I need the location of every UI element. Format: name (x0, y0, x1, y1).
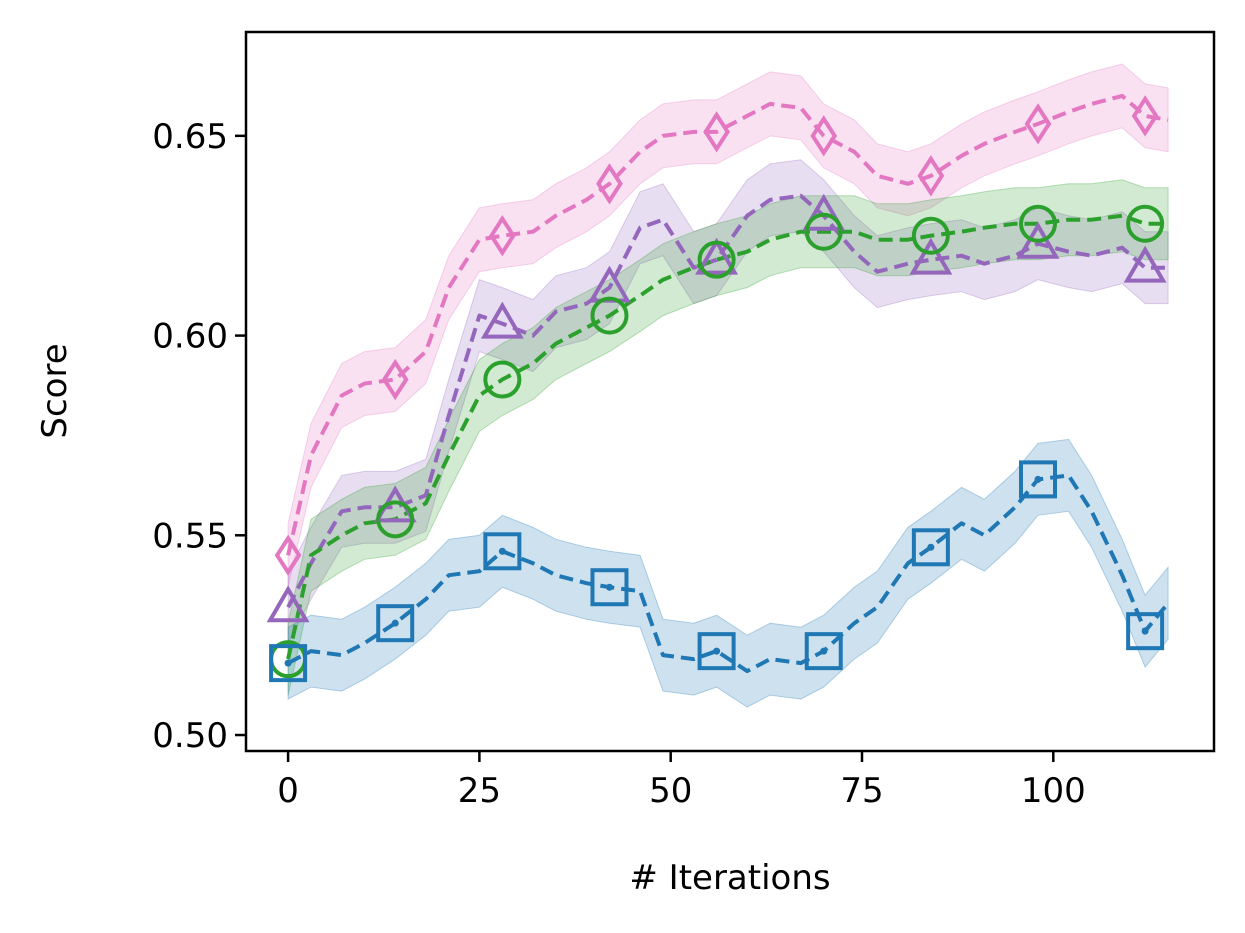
series-1-marker-0 (266, 585, 310, 623)
y-tick-label: 0.50 (152, 716, 228, 756)
series-markers (266, 95, 1167, 683)
series-1-line (286, 193, 1169, 609)
series-3-point-4 (713, 647, 721, 655)
series-0-marker-7 (1024, 103, 1052, 145)
series-3-marker-3 (590, 568, 629, 607)
series-2-marker-4 (697, 240, 736, 279)
y-axis-ticks: 0.50 0.55 0.60 0.65 (152, 117, 246, 756)
series-0-marker-8 (1131, 95, 1159, 137)
series-3-point-3 (605, 583, 613, 591)
series-2-marker-8 (1126, 204, 1165, 243)
series-0-band (287, 63, 1169, 588)
confidence-bands (287, 63, 1169, 708)
y-axis-label: Score (35, 343, 75, 438)
series-3-marker-0 (269, 644, 308, 683)
series-2-marker-7 (1019, 204, 1057, 243)
series-3-point-7 (1034, 475, 1042, 483)
series-2-marker-2 (483, 360, 522, 399)
series-0-marker-5 (810, 115, 838, 157)
series-0-line (286, 93, 1169, 556)
series-3-marker-1 (376, 604, 415, 643)
series-3-marker-8 (1126, 612, 1165, 651)
series-3-marker-7 (1019, 460, 1057, 499)
x-tick-label: 75 (840, 771, 883, 811)
x-axis-label: # Iterations (629, 858, 830, 898)
series-1-marker-5 (802, 193, 846, 231)
series-1-marker-4 (695, 237, 739, 275)
series-0-marker-3 (596, 163, 623, 205)
series-1-marker-6 (909, 237, 953, 275)
series-0-marker-0 (274, 534, 302, 576)
x-tick-label: 25 (458, 771, 501, 811)
series-2-marker-5 (804, 212, 843, 251)
series-3-point-0 (284, 659, 292, 667)
series-2-marker-1 (376, 500, 415, 539)
series-3-marker-5 (804, 632, 843, 671)
plot-frame (244, 30, 1216, 753)
series-3-point-6 (927, 543, 935, 551)
series-3-point-2 (498, 547, 506, 555)
series-3-marker-2 (483, 532, 522, 571)
series-1-marker-2 (480, 301, 524, 339)
series-2-marker-3 (590, 296, 629, 335)
series-2-marker-6 (911, 216, 950, 255)
series-1-marker-7 (1016, 221, 1060, 259)
x-axis-ticks: 0 25 50 75 100 (277, 751, 1086, 811)
series-3-point-5 (820, 647, 828, 655)
series-3-band (287, 438, 1169, 708)
x-tick-label: 50 (649, 771, 692, 811)
series-3-point-8 (1141, 627, 1149, 635)
series-0-marker-6 (917, 155, 945, 197)
series-1-band (287, 159, 1169, 644)
y-tick-label: 0.65 (152, 117, 228, 157)
series-0-marker-1 (381, 358, 409, 401)
series-3-marker-6 (911, 528, 950, 567)
series-0-marker-2 (488, 215, 516, 257)
series-2-line (286, 213, 1169, 660)
y-tick-label: 0.60 (152, 317, 228, 357)
series-1-marker-3 (588, 265, 631, 303)
series-3-point-1 (391, 619, 399, 627)
series-0-marker-4 (703, 111, 730, 153)
y-tick-label: 0.55 (152, 516, 228, 556)
series-1-marker-8 (1123, 245, 1167, 283)
x-tick-label: 100 (1021, 771, 1086, 811)
series-2-band (287, 179, 1169, 696)
x-tick-label: 0 (277, 771, 299, 811)
series-3-marker-4 (697, 632, 736, 671)
